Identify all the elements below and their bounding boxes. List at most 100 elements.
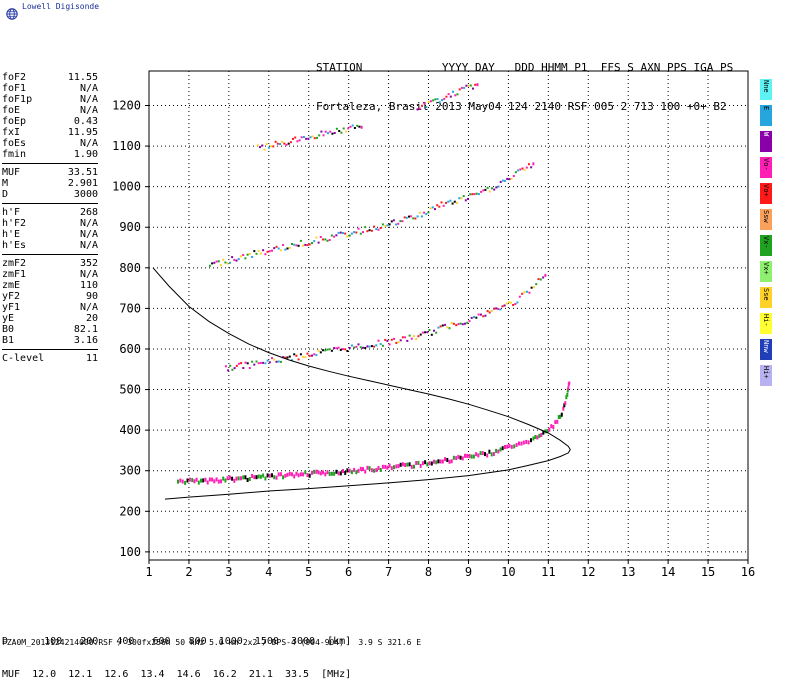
echo-point (275, 475, 278, 480)
parameter-name: foEs (2, 138, 27, 149)
echo-point (486, 453, 489, 458)
echo-point (370, 345, 373, 348)
echo-point (262, 361, 265, 364)
echo-point (222, 258, 225, 261)
echo-point (457, 454, 460, 459)
echo-point (390, 466, 393, 471)
echo-point (353, 467, 356, 472)
echo-point (497, 449, 500, 454)
parameter-row: h'Es N/A (2, 240, 98, 251)
echo-point (208, 477, 211, 482)
echo-point (449, 199, 452, 202)
echo-point (313, 353, 316, 356)
echo-point (357, 468, 360, 473)
echo-point (512, 304, 515, 306)
parameter-separator (2, 163, 98, 164)
parameter-value: 11.55 (67, 72, 98, 83)
echo-point (556, 419, 559, 424)
x-tick-label: 15 (701, 565, 715, 579)
echo-point (355, 345, 358, 348)
echo-point (441, 324, 444, 327)
echo-point (474, 83, 477, 86)
echo-point (229, 364, 232, 367)
echo-point (467, 197, 469, 200)
echo-point (357, 227, 360, 230)
echo-point (410, 464, 413, 469)
echo-point (347, 127, 350, 130)
echo-point (492, 452, 495, 456)
echo-point (299, 353, 302, 356)
echo-point (317, 241, 320, 244)
echo-point (506, 177, 509, 180)
echo-point (313, 469, 316, 474)
echo-point (339, 471, 342, 476)
echo-point (386, 339, 389, 342)
echo-point (512, 175, 515, 177)
muf-row: MUF 12.0 12.1 12.6 13.4 14.6 16.2 21.1 3… (2, 669, 352, 680)
echo-point (445, 201, 447, 204)
echo-point (434, 98, 437, 101)
echo-point (423, 102, 426, 105)
scaled-parameters-panel: foF2 11.55 foF1 N/A foF1p N/A foE N/A foEp 0.43 fx… (2, 72, 98, 364)
echo-point (455, 324, 458, 327)
parameter-name: h'F (2, 207, 21, 218)
echo-point (456, 201, 458, 204)
echo-point (337, 231, 340, 234)
echo-point (268, 361, 271, 364)
echo-point (179, 478, 182, 483)
x-tick-label: 16 (741, 565, 755, 579)
echo-point (288, 246, 291, 249)
echo-point (446, 326, 449, 329)
parameter-name: zmF2 (2, 258, 27, 269)
echo-point (275, 360, 278, 363)
echo-point (399, 462, 402, 467)
echo-point (379, 467, 382, 472)
legend-chip: Vo+ (760, 183, 772, 204)
echo-point (255, 252, 258, 255)
echo-point (404, 336, 407, 339)
distance-row: D 100 200 400 600 800 1000 1500 3000 [km… (2, 636, 352, 647)
parameter-row: D 3000 (2, 189, 98, 200)
echo-point (505, 302, 508, 305)
echo-point (293, 474, 296, 479)
echo-point (416, 108, 419, 111)
echo-point (532, 436, 535, 441)
echo-point (488, 449, 491, 454)
echo-point (364, 226, 367, 229)
parameter-row: foEp 0.43 (2, 116, 98, 127)
echo-point (490, 452, 493, 457)
echo-point (554, 420, 557, 425)
echo-point (273, 475, 276, 480)
echo-point (308, 473, 311, 478)
ionogram-plot: 1 2 3 4 5 6 7 8 9 10 11 12 13 14 15 1610020030040050060… (112, 70, 755, 579)
echo-point (309, 136, 312, 139)
echo-point (319, 351, 322, 354)
echo-point (329, 130, 332, 133)
parameter-row: foF2 11.55 (2, 72, 98, 83)
echo-point (563, 403, 566, 408)
legend-label: Hi+ (762, 366, 770, 379)
echo-point (271, 473, 273, 478)
echo-point (346, 235, 349, 238)
echo-point (521, 292, 524, 295)
echo-point (536, 435, 539, 440)
globe-icon (6, 8, 18, 20)
echo-point (262, 249, 265, 252)
echo-point (293, 353, 296, 356)
echo-point (333, 347, 336, 350)
parameter-row: C-level 11 (2, 353, 98, 364)
echo-point (359, 232, 362, 235)
echo-point (384, 464, 387, 469)
echo-point (246, 362, 249, 365)
echo-point (322, 134, 325, 137)
parameter-row: h'F 268 (2, 207, 98, 218)
parameter-name: foF1p (2, 94, 33, 105)
echo-point (330, 234, 333, 237)
echo-point (401, 336, 404, 339)
parameter-value: 82.1 (73, 324, 98, 335)
echo-point (268, 473, 271, 478)
parameter-name: foF1 (2, 83, 27, 94)
parameter-value: 2.901 (67, 178, 98, 189)
legend-chip: Nnw (760, 339, 772, 360)
echo-point (307, 137, 310, 140)
